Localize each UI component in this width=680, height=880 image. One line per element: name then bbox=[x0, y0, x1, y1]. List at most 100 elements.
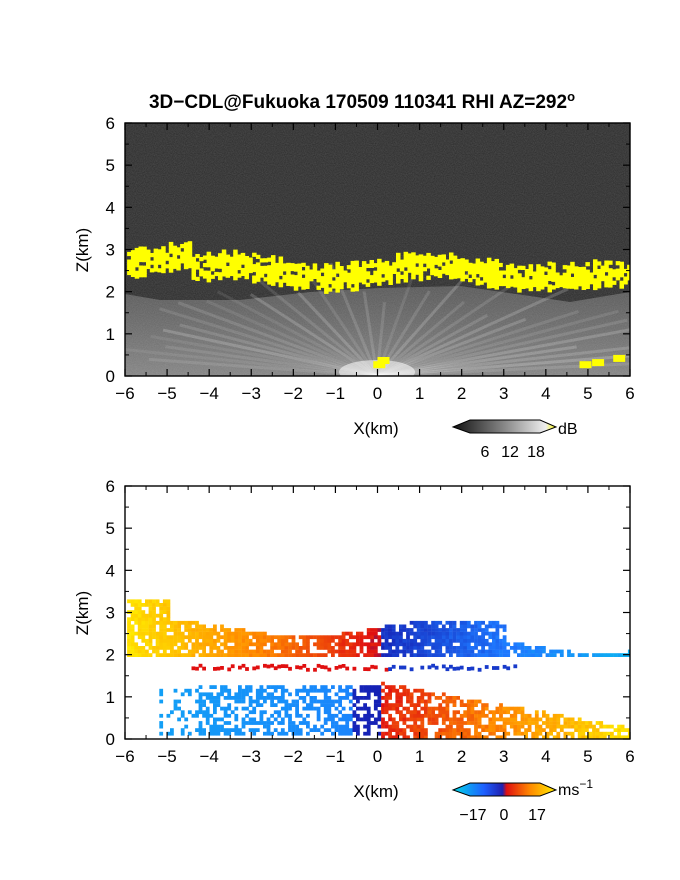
velocity-cell bbox=[456, 638, 460, 643]
signal-cell bbox=[369, 278, 374, 284]
velocity-cell bbox=[391, 664, 396, 669]
signal-cell bbox=[445, 267, 450, 272]
velocity-cell bbox=[180, 620, 185, 625]
velocity-cell bbox=[298, 731, 303, 736]
signal-cell bbox=[350, 287, 356, 292]
velocity-cell bbox=[288, 717, 292, 722]
velocity-cell bbox=[248, 642, 253, 647]
velocity-cell bbox=[266, 649, 271, 654]
velocity-cell bbox=[438, 731, 443, 736]
velocity-cell bbox=[542, 710, 546, 715]
velocity-cell bbox=[288, 646, 292, 650]
velocity-cell bbox=[552, 653, 557, 657]
signal-cell bbox=[127, 267, 132, 272]
signal-cell bbox=[172, 257, 178, 262]
velocity-cell bbox=[477, 721, 482, 725]
velocity-cell bbox=[409, 649, 414, 654]
velocity-cell bbox=[255, 649, 260, 654]
velocity-cell bbox=[134, 642, 139, 647]
velocity-cell bbox=[173, 638, 178, 643]
signal-cell bbox=[392, 262, 397, 267]
velocity-cell bbox=[316, 638, 321, 643]
velocity-cell bbox=[559, 653, 564, 657]
signal-cell bbox=[384, 272, 390, 277]
velocity-cell bbox=[216, 696, 221, 700]
velocity-cell bbox=[345, 717, 350, 722]
velocity-cell bbox=[477, 638, 482, 643]
signal-cell bbox=[521, 284, 526, 289]
signal-cell bbox=[138, 246, 143, 251]
velocity-cell bbox=[542, 649, 546, 654]
velocity-cell bbox=[356, 638, 360, 643]
velocity-cell bbox=[466, 667, 471, 671]
velocity-cell bbox=[484, 735, 489, 739]
fan-ray bbox=[376, 362, 630, 376]
signal-cell bbox=[415, 255, 420, 260]
signal-cell bbox=[240, 256, 246, 261]
velocity-cell bbox=[499, 653, 503, 657]
signal-cell bbox=[415, 270, 420, 275]
velocity-cell bbox=[502, 664, 507, 669]
velocity-cell bbox=[456, 653, 460, 657]
velocity-cell bbox=[159, 631, 164, 636]
velocity-cell bbox=[245, 638, 249, 643]
velocity-cell bbox=[159, 620, 164, 625]
velocity-cell bbox=[241, 631, 246, 636]
velocity-cell bbox=[302, 696, 307, 700]
signal-cell bbox=[373, 361, 386, 369]
velocity-cell bbox=[420, 649, 425, 654]
velocity-cell bbox=[556, 735, 561, 739]
signal-cell bbox=[354, 260, 359, 265]
velocity-cell bbox=[395, 642, 400, 647]
velocity-cell bbox=[463, 703, 468, 707]
signal-cell bbox=[373, 278, 378, 283]
velocity-cell bbox=[213, 667, 217, 671]
velocity-cell bbox=[388, 717, 392, 722]
signal-cell bbox=[305, 269, 310, 274]
velocity-cell bbox=[438, 649, 443, 654]
signal-cell bbox=[551, 262, 556, 267]
signal-cell bbox=[259, 265, 265, 271]
velocity-cell bbox=[427, 699, 432, 704]
velocity-cell bbox=[166, 713, 171, 718]
signal-cell bbox=[157, 253, 162, 258]
signal-cell bbox=[411, 252, 416, 257]
velocity-cell bbox=[198, 692, 203, 697]
velocity-cell bbox=[391, 635, 396, 640]
velocity-cell bbox=[384, 710, 389, 715]
x-tick-label: −6 bbox=[115, 747, 134, 766]
signal-cell bbox=[240, 271, 246, 276]
velocity-cell bbox=[466, 620, 471, 625]
velocity-cell bbox=[252, 731, 257, 736]
signal-cell bbox=[604, 279, 609, 284]
signal-cell bbox=[183, 261, 189, 266]
signal-cell bbox=[600, 265, 605, 270]
velocity-cell bbox=[162, 620, 167, 625]
signal-cell bbox=[611, 273, 617, 278]
velocity-cell bbox=[445, 638, 450, 643]
velocity-cell bbox=[170, 653, 174, 657]
velocity-cell bbox=[438, 631, 443, 636]
velocity-cell bbox=[427, 696, 432, 700]
velocity-cell bbox=[345, 638, 350, 643]
velocity-cell bbox=[552, 728, 557, 732]
velocity-cell bbox=[406, 692, 410, 697]
velocity-cell bbox=[438, 653, 443, 657]
velocity-cell bbox=[499, 728, 503, 732]
velocity-cell bbox=[545, 735, 550, 739]
signal-cell bbox=[358, 267, 363, 272]
velocity-cell bbox=[567, 653, 571, 657]
signal-cell bbox=[168, 260, 174, 266]
velocity-cell bbox=[284, 713, 289, 718]
velocity-cell bbox=[227, 649, 232, 654]
velocity-cell bbox=[456, 728, 460, 732]
velocity-cell bbox=[388, 653, 392, 657]
velocity-cell bbox=[223, 638, 228, 643]
velocity-cell bbox=[338, 731, 342, 736]
velocity-cell bbox=[220, 642, 224, 647]
velocity-cell bbox=[420, 620, 425, 625]
signal-cell bbox=[199, 268, 204, 273]
signal-cell bbox=[146, 261, 151, 266]
velocity-cell bbox=[502, 628, 507, 632]
signal-cell bbox=[543, 275, 549, 280]
